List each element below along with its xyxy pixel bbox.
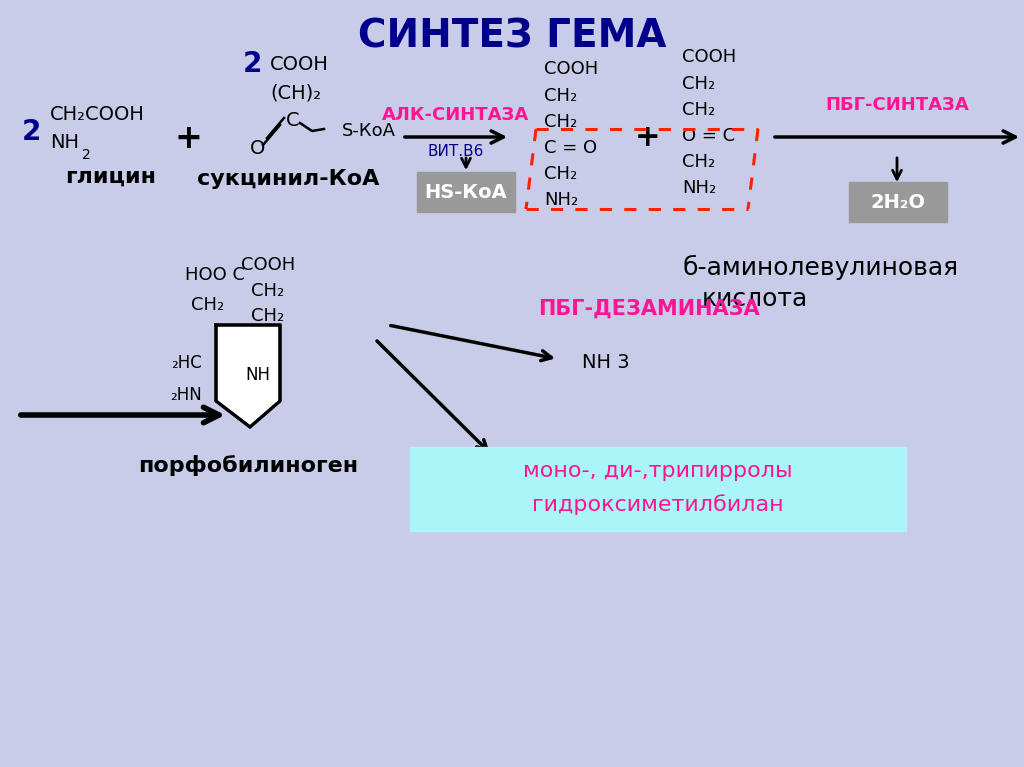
- Polygon shape: [216, 325, 280, 427]
- Text: CH₂: CH₂: [191, 296, 224, 314]
- FancyBboxPatch shape: [410, 447, 906, 531]
- Text: ПБГ-СИНТАЗА: ПБГ-СИНТАЗА: [825, 96, 969, 114]
- Text: NH 3: NH 3: [582, 354, 630, 373]
- FancyBboxPatch shape: [849, 182, 947, 222]
- Text: O: O: [250, 140, 265, 159]
- Text: сукцинил-КоА: сукцинил-КоА: [197, 169, 379, 189]
- Text: O = C: O = C: [682, 127, 735, 145]
- Text: C = O: C = O: [544, 139, 597, 157]
- Text: ВИТ.В6: ВИТ.В6: [428, 143, 484, 159]
- Text: моно-, ди-,трипирролы: моно-, ди-,трипирролы: [523, 461, 793, 481]
- Text: гидроксиметилбилан: гидроксиметилбилан: [532, 495, 783, 515]
- Text: COOH: COOH: [544, 60, 598, 78]
- Text: АЛК-СИНТАЗА: АЛК-СИНТАЗА: [382, 106, 529, 124]
- Text: 2: 2: [82, 148, 91, 162]
- Text: COOH: COOH: [241, 256, 295, 274]
- Text: порфобилиноген: порфобилиноген: [138, 455, 358, 476]
- Text: +: +: [174, 123, 202, 156]
- Text: NH: NH: [50, 133, 79, 152]
- FancyBboxPatch shape: [417, 172, 515, 212]
- Text: CH₂: CH₂: [682, 101, 715, 119]
- Text: б-аминолевулиновая: б-аминолевулиновая: [682, 255, 958, 279]
- Text: СИНТЕЗ ГЕМА: СИНТЕЗ ГЕМА: [357, 18, 667, 56]
- Text: CH₂: CH₂: [544, 113, 578, 131]
- Text: CH₂: CH₂: [682, 75, 715, 93]
- Text: CH₂: CH₂: [544, 87, 578, 105]
- Text: кислота: кислота: [702, 287, 808, 311]
- Text: CH₂COOH: CH₂COOH: [50, 106, 144, 124]
- Text: 2: 2: [243, 50, 262, 78]
- Text: +: +: [635, 123, 660, 152]
- Text: NH: NH: [246, 366, 270, 384]
- Text: HS-КоА: HS-КоА: [425, 183, 507, 202]
- Text: ₂HC: ₂HC: [171, 354, 202, 372]
- Text: C: C: [286, 111, 300, 130]
- Text: CH₂: CH₂: [544, 165, 578, 183]
- Text: 2H₂O: 2H₂O: [870, 193, 926, 212]
- Text: CH₂: CH₂: [251, 282, 285, 300]
- Text: COOH: COOH: [682, 48, 736, 66]
- Text: COOH: COOH: [270, 54, 329, 74]
- Text: S-КоА: S-КоА: [342, 122, 396, 140]
- Text: глицин: глицин: [65, 167, 156, 187]
- Text: NH₂: NH₂: [544, 191, 579, 209]
- Text: HOO C: HOO C: [185, 266, 245, 284]
- Text: CH₂: CH₂: [682, 153, 715, 171]
- Text: (CH)₂: (CH)₂: [270, 84, 322, 103]
- Text: ПБГ-ДЕЗАМИНАЗА: ПБГ-ДЕЗАМИНАЗА: [538, 299, 760, 319]
- Text: ₂HN: ₂HN: [170, 386, 202, 404]
- Text: NH₂: NH₂: [682, 179, 716, 197]
- Text: CH₂: CH₂: [251, 307, 285, 325]
- Text: 2: 2: [22, 118, 41, 146]
